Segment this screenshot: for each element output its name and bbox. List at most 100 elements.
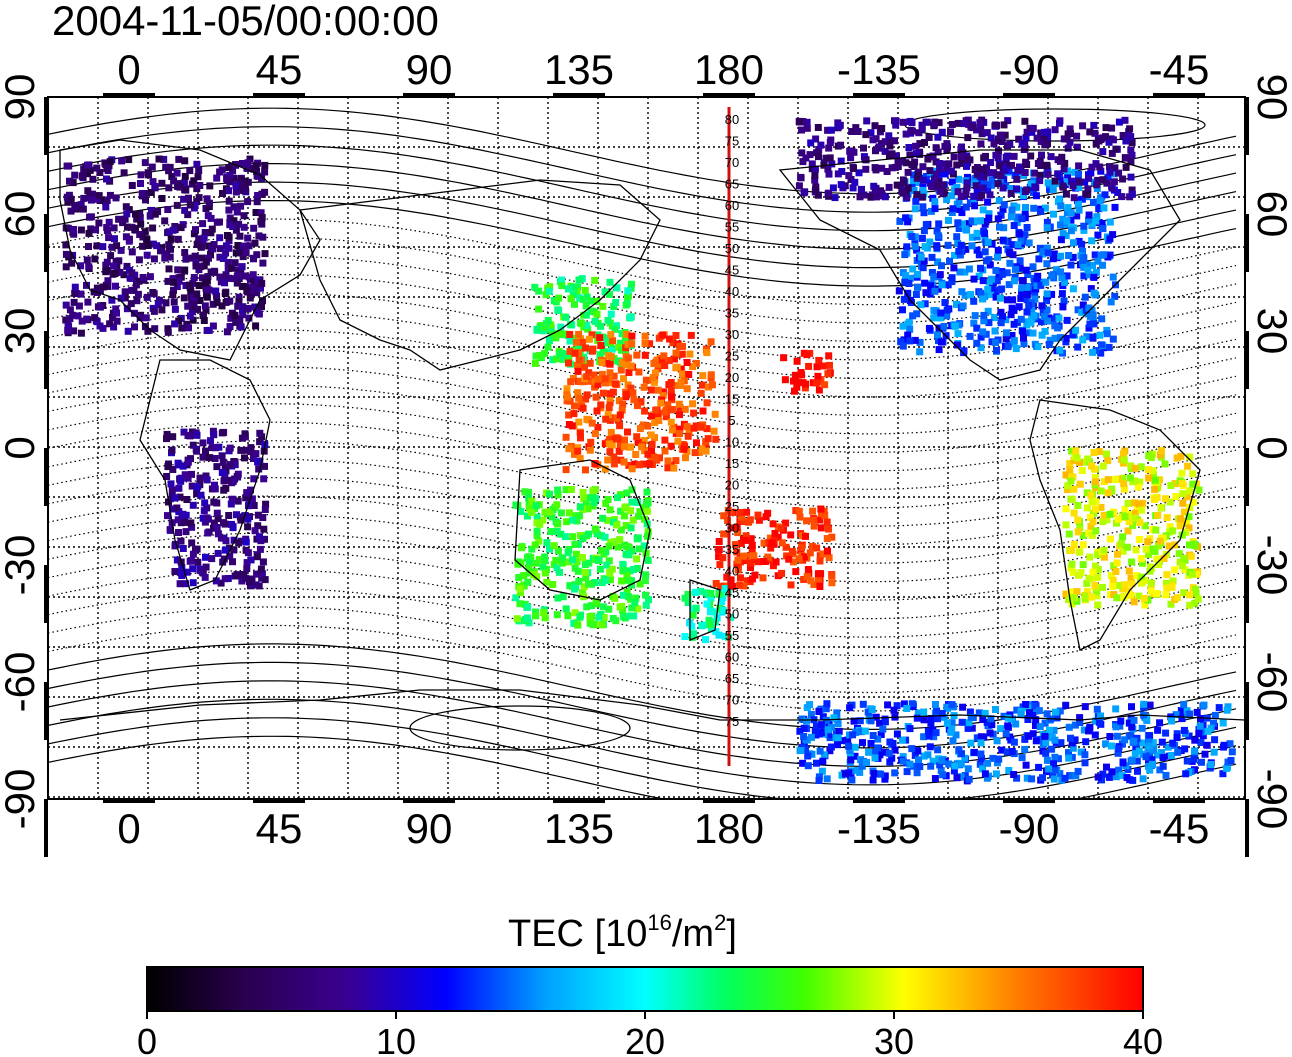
tec-pixel — [1074, 528, 1082, 536]
tec-pixel — [116, 268, 124, 276]
tec-pixel — [1056, 707, 1064, 715]
tec-pixel — [1129, 521, 1137, 529]
tec-pixel — [532, 608, 540, 616]
tec-pixel — [1168, 717, 1175, 725]
tec-pixel — [902, 130, 910, 138]
tec-pixel — [815, 356, 823, 364]
tec-pixel — [1033, 134, 1041, 142]
tec-pixel — [565, 509, 573, 517]
tec-pixel — [606, 290, 613, 298]
tec-pixel — [970, 192, 978, 200]
tec-pixel — [712, 435, 720, 443]
tec-pixel — [845, 172, 853, 180]
coastline-path — [59, 139, 321, 361]
tec-pixel — [512, 594, 520, 602]
tec-pixel — [1146, 742, 1153, 750]
tec-pixel — [1048, 290, 1056, 298]
tec-pixel — [618, 406, 626, 414]
tec-pixel — [93, 164, 101, 172]
tec-pixel — [207, 437, 214, 445]
tec-pixel — [1093, 705, 1101, 713]
tec-pixel — [862, 165, 870, 173]
tec-pixel — [800, 724, 808, 732]
tec-pixel — [1189, 470, 1197, 478]
tec-pixel — [1052, 708, 1059, 716]
tec-pixel — [262, 500, 270, 508]
tec-pixel — [164, 325, 172, 333]
tec-pixel — [973, 126, 981, 134]
tec-pixel — [516, 589, 524, 597]
tec-pixel — [620, 512, 628, 520]
tec-pixel — [679, 342, 686, 350]
tec-pixel — [151, 210, 159, 218]
tec-pixel — [797, 174, 805, 182]
tec-pixel — [179, 462, 187, 470]
tec-pixel — [597, 322, 605, 330]
tec-pixel — [1108, 768, 1116, 776]
right-tick-bar — [1245, 682, 1249, 740]
tec-pixel — [932, 701, 939, 708]
tec-pixel — [945, 160, 953, 168]
tec-pixel — [1090, 449, 1098, 456]
tec-pixel — [1031, 169, 1039, 177]
tec-pixel — [641, 407, 649, 415]
tec-pixel — [258, 570, 266, 578]
tec-pixel — [868, 706, 876, 713]
bottom-lon-label: 45 — [256, 805, 303, 852]
tec-pixel — [998, 138, 1006, 145]
tec-pixel — [244, 234, 252, 242]
tec-pixel — [1178, 531, 1186, 539]
tec-pixel — [627, 313, 635, 321]
tec-pixel — [995, 755, 1003, 763]
tec-pixel — [610, 372, 618, 380]
tec-pixel — [193, 241, 201, 248]
tec-pixel — [787, 531, 795, 539]
tec-pixel — [1186, 541, 1193, 549]
tec-pixel — [806, 549, 814, 557]
tec-pixel — [657, 399, 665, 407]
tec-pixel — [952, 731, 960, 739]
tec-pixel — [992, 706, 999, 713]
tec-pixel — [535, 352, 543, 359]
tec-pixel — [528, 497, 536, 505]
tec-pixel — [881, 193, 889, 201]
tec-pixel — [186, 201, 194, 209]
tec-pixel — [988, 721, 996, 729]
tec-pixel — [838, 168, 846, 175]
tec-pixel — [579, 488, 587, 496]
tec-pixel — [230, 546, 238, 554]
tec-pixel — [206, 182, 214, 190]
tec-pixel — [1088, 593, 1096, 601]
tec-pixel — [200, 317, 208, 324]
tec-pixel — [228, 520, 235, 528]
tec-pixel — [634, 534, 642, 542]
tec-pixel — [219, 558, 227, 566]
tec-pixel — [1130, 499, 1138, 507]
tec-pixel — [1094, 257, 1102, 265]
tec-pixel — [1138, 573, 1146, 581]
tec-pixel — [95, 219, 103, 227]
tec-pixel — [233, 571, 241, 579]
tec-pixel — [151, 183, 159, 190]
tec-pixel — [641, 577, 649, 585]
tec-pixel — [1146, 567, 1154, 575]
tec-pixel — [1127, 732, 1135, 740]
tec-pixel — [642, 500, 650, 508]
tec-pixel — [574, 447, 582, 455]
tec-pixel — [103, 227, 111, 234]
tec-pixel — [239, 303, 247, 311]
tec-pixel — [923, 118, 931, 126]
tec-pixel — [591, 317, 599, 325]
tec-pixel — [966, 708, 974, 716]
tec-pixel — [825, 525, 832, 533]
tec-pixel — [211, 455, 219, 462]
tec-pixel — [851, 743, 859, 751]
tec-pixel — [668, 393, 676, 401]
right-lat-label: 30 — [1249, 308, 1292, 355]
tec-pixel — [576, 429, 584, 437]
tec-pixel — [1103, 179, 1111, 187]
tec-pixel — [972, 182, 980, 190]
tec-pixel — [547, 528, 555, 535]
tec-pixel — [137, 220, 145, 228]
tec-pixel — [1145, 474, 1153, 482]
